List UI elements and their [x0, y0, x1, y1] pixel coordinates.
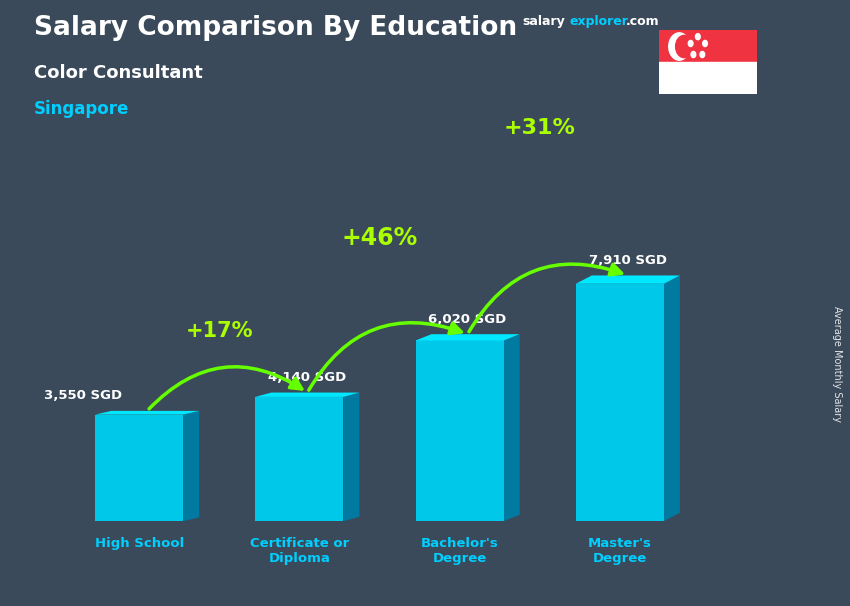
- Polygon shape: [664, 276, 680, 521]
- Polygon shape: [504, 334, 519, 521]
- Text: explorer: explorer: [570, 15, 628, 28]
- Bar: [659, 30, 756, 62]
- Text: .com: .com: [626, 15, 660, 28]
- Text: +31%: +31%: [504, 118, 575, 138]
- Text: Salary Comparison By Education: Salary Comparison By Education: [34, 15, 517, 41]
- Circle shape: [695, 33, 700, 40]
- Polygon shape: [416, 334, 519, 341]
- Text: 6,020 SGD: 6,020 SGD: [428, 313, 507, 326]
- Text: Color Consultant: Color Consultant: [34, 64, 203, 82]
- Text: 4,140 SGD: 4,140 SGD: [269, 371, 347, 384]
- Polygon shape: [575, 276, 680, 284]
- Circle shape: [676, 35, 693, 58]
- Bar: [659, 62, 756, 94]
- Text: +17%: +17%: [185, 321, 253, 341]
- Circle shape: [669, 33, 690, 60]
- Polygon shape: [184, 411, 199, 521]
- Circle shape: [700, 52, 705, 58]
- Circle shape: [703, 41, 707, 47]
- Polygon shape: [343, 393, 360, 521]
- Polygon shape: [95, 411, 199, 415]
- Text: Singapore: Singapore: [34, 100, 129, 118]
- FancyBboxPatch shape: [255, 397, 343, 521]
- Polygon shape: [255, 393, 360, 397]
- FancyBboxPatch shape: [575, 284, 664, 521]
- Text: Average Monthly Salary: Average Monthly Salary: [832, 305, 842, 422]
- Text: 7,910 SGD: 7,910 SGD: [589, 254, 667, 267]
- Circle shape: [688, 41, 693, 47]
- Text: +46%: +46%: [342, 227, 417, 250]
- Text: 3,550 SGD: 3,550 SGD: [44, 390, 122, 402]
- Text: salary: salary: [523, 15, 565, 28]
- Circle shape: [691, 52, 696, 58]
- FancyBboxPatch shape: [95, 415, 184, 521]
- FancyBboxPatch shape: [416, 341, 504, 521]
